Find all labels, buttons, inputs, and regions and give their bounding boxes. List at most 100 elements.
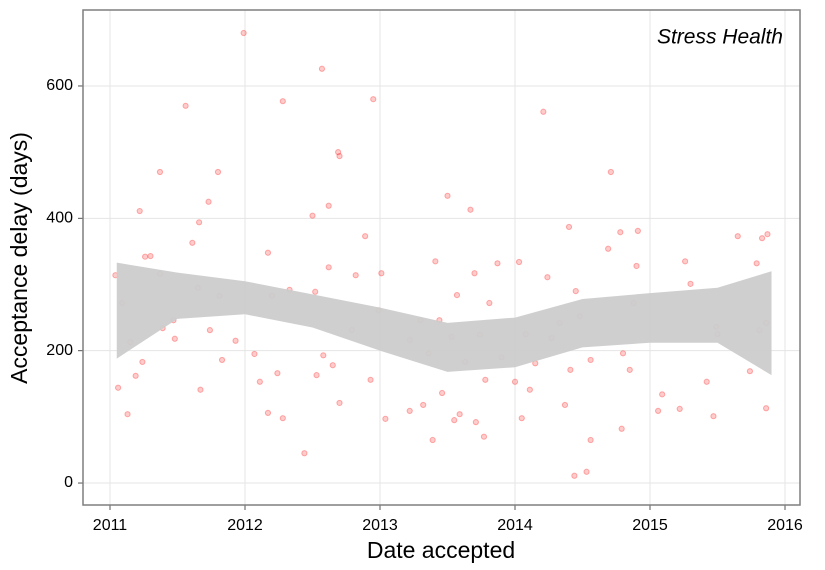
data-point [325,264,332,271]
confidence-band [116,262,772,376]
y-tick-label: 0 [64,474,73,491]
data-point [274,370,281,377]
data-point [494,260,501,267]
data-point [676,405,683,413]
data-point [451,417,458,424]
data-point [511,378,519,385]
x-axis-title: Date accepted [367,537,515,563]
data-point [655,407,662,414]
data-point [264,409,272,416]
data-point [626,366,633,373]
data-point [147,252,154,260]
data-point [256,378,263,385]
data-point [605,245,612,252]
data-point [279,98,286,105]
data-point [572,288,579,295]
data-point [764,231,771,238]
data-point [232,337,239,344]
y-tick-label: 200 [46,342,73,359]
x-tick-label: 2013 [362,517,398,534]
data-point [472,419,479,426]
data-point [205,198,212,205]
data-point [124,411,131,418]
y-tick-label: 400 [46,210,73,227]
data-point [309,212,316,219]
data-point [336,399,343,407]
data-point [197,386,204,393]
data-point [659,391,666,398]
data-point [251,350,258,358]
data-point [142,253,149,260]
data-point [439,389,446,397]
annotation: Stress Health [657,26,783,49]
data-point [515,258,523,266]
data-point [182,102,189,109]
data-point [571,472,578,479]
data-point [583,468,590,475]
data-point [682,258,689,265]
data-point [335,149,342,156]
data-point [189,239,196,246]
data-point [352,272,359,279]
data-point [518,415,525,422]
data-point [206,327,214,334]
data-point [486,299,493,307]
data-point [444,192,451,199]
data-point [136,207,143,215]
data-point [240,29,247,37]
data-point [746,368,754,375]
data-point [279,415,286,422]
y-tick-label: 600 [46,77,73,94]
data-point [196,219,203,226]
data-point [312,288,319,295]
data-point [453,291,461,299]
x-tick-label: 2011 [93,517,128,534]
data-point [313,372,320,379]
plot-border [82,9,801,506]
data-point [565,223,573,231]
data-point [214,168,222,176]
data-point [320,352,327,359]
data-point [139,358,146,366]
data-point [763,405,770,412]
data-point [336,153,343,160]
x-tick-label: 2016 [767,517,803,534]
data-point [567,366,574,373]
data-point [561,401,569,409]
data-point [619,350,627,357]
data-point [634,227,641,234]
data-point [429,436,436,444]
data-point [480,433,488,440]
x-tick-label: 2015 [632,517,668,534]
data-point [753,260,760,267]
data-point [406,407,413,414]
data-point [329,362,336,369]
data-point [734,233,741,240]
x-tick-label: 2014 [497,517,533,534]
data-point [633,262,640,270]
data-point [325,202,332,209]
data-point [587,356,594,364]
data-point [758,235,766,242]
data-point [362,233,369,240]
data-point [156,168,164,176]
data-point [370,96,377,103]
data-point [540,108,547,115]
data-point [115,384,122,391]
data-point [618,425,625,432]
data-point [710,413,717,420]
data-point [301,450,308,457]
data-point [132,372,139,379]
data-point [587,436,594,444]
data-point [456,411,463,418]
data-point [544,274,551,281]
y-axis-title: Acceptance delay (days) [6,132,32,384]
data-point [218,356,226,364]
data-point [171,335,178,342]
data-point [318,65,326,72]
data-point [703,378,710,385]
data-point [471,270,478,277]
data-point [367,376,374,383]
